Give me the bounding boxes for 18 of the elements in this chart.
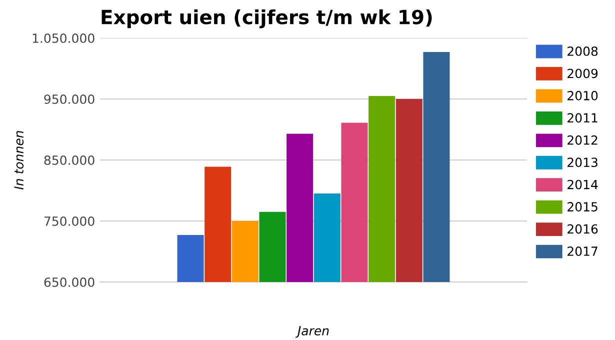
legend-label: 2016	[568, 224, 598, 234]
legend-label: 2011	[568, 113, 598, 123]
x-axis-title: Jaren	[295, 326, 329, 338]
legend-label: 2015	[568, 202, 598, 212]
legend-label: 2014	[568, 180, 598, 190]
legend-label: 2013	[568, 158, 598, 168]
y-tick-label: 650.000	[44, 277, 94, 287]
legend-label: 2012	[568, 135, 598, 145]
y-tick-label: 850.000	[44, 155, 94, 165]
legend-label: 2008	[568, 46, 598, 56]
y-tick-label: 1.050.000	[32, 33, 94, 43]
y-tick-label: 950.000	[44, 94, 94, 104]
y-tick-label: 750.000	[44, 216, 94, 226]
legend-label: 2010	[568, 90, 598, 100]
chart-title: Export uien (cijfers t/m wk 19)	[102, 9, 432, 28]
legend-label: 2009	[568, 68, 598, 78]
legend-label: 2017	[568, 246, 598, 256]
y-axis-title: In tonnen	[14, 131, 24, 190]
